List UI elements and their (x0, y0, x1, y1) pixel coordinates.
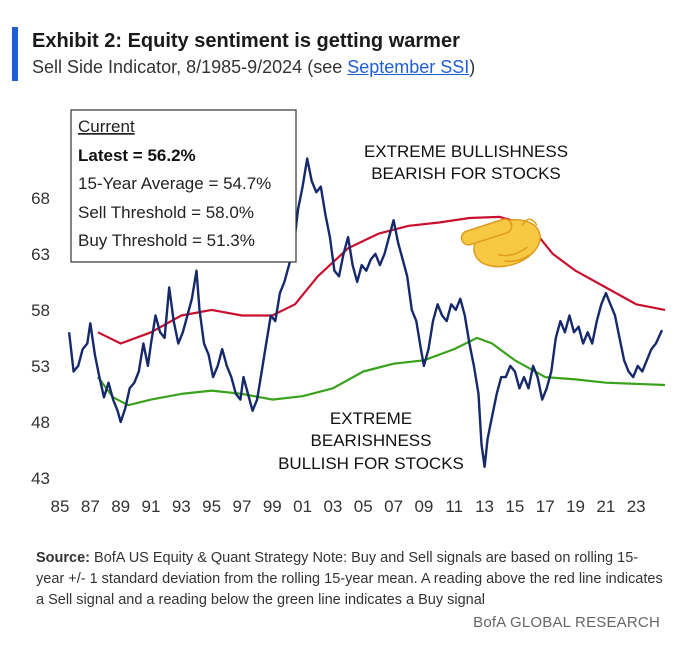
x-tick-label-23: 23 (627, 497, 646, 516)
legend-box-frame (70, 109, 297, 263)
current-legend-box: Current Latest = 56.2% 15-Year Average =… (70, 109, 297, 263)
pointing-hand-icon (460, 218, 541, 268)
y-tick-label-68: 68 (31, 189, 50, 208)
x-tick-label-99: 99 (263, 497, 282, 516)
y-axis-ticks: 43 48 53 58 63 68 (31, 189, 50, 488)
bearish-line-2: BEARISHNESS (311, 431, 432, 450)
x-tick-label-09: 09 (414, 497, 433, 516)
x-tick-label-19: 19 (566, 497, 585, 516)
bearish-line-3: BULLISH FOR STOCKS (278, 454, 464, 473)
source-label: Source: (36, 550, 90, 566)
x-tick-label-95: 95 (202, 497, 221, 516)
x-axis-ticks: 85 87 89 91 93 95 97 99 01 03 05 07 09 11 13 15 17 19 21 23 (51, 497, 646, 516)
y-tick-label-58: 58 (31, 301, 50, 320)
source-note: Source: BofA US Equity & Quant Strategy … (36, 548, 666, 611)
chart-title: Exhibit 2: Equity sentiment is getting w… (32, 30, 460, 52)
x-tick-label-13: 13 (475, 497, 494, 516)
source-text: BofA US Equity & Quant Strategy Note: Bu… (36, 550, 663, 608)
bearish-line-1: EXTREME (330, 409, 412, 428)
bullish-line-2: BEARISH FOR STOCKS (371, 164, 561, 183)
x-tick-label-93: 93 (172, 497, 191, 516)
title-accent-bar (12, 27, 18, 81)
bullish-annotation: EXTREME BULLISHNESS BEARISH FOR STOCKS (364, 142, 568, 183)
bullish-line-1: EXTREME BULLISHNESS (364, 142, 568, 161)
legend-sell-threshold: Sell Threshold = 58.0% (78, 203, 254, 222)
chart-subtitle: Sell Side Indicator, 8/1985-9/2024 (see … (32, 57, 475, 78)
y-tick-label-53: 53 (31, 357, 50, 376)
y-tick-label-63: 63 (31, 245, 50, 264)
x-tick-label-15: 15 (505, 497, 524, 516)
x-tick-label-03: 03 (323, 497, 342, 516)
x-tick-label-21: 21 (596, 497, 615, 516)
x-tick-label-07: 07 (384, 497, 403, 516)
y-tick-label-43: 43 (31, 469, 50, 488)
legend-buy-threshold: Buy Threshold = 51.3% (78, 231, 255, 250)
x-tick-label-97: 97 (232, 497, 251, 516)
legend-latest: Latest = 56.2% (78, 146, 196, 165)
x-tick-label-11: 11 (445, 497, 463, 516)
sell-threshold-line (97, 215, 666, 345)
subtitle-close: ) (469, 57, 476, 77)
x-tick-label-89: 89 (111, 497, 130, 516)
x-tick-label-01: 01 (293, 497, 312, 516)
footer-brand: BofA GLOBAL RESEARCH (473, 614, 660, 631)
x-tick-label-87: 87 (81, 497, 100, 516)
y-tick-label-48: 48 (31, 413, 50, 432)
x-tick-label-05: 05 (354, 497, 373, 516)
legend-heading: Current (78, 117, 135, 136)
bearish-annotation: EXTREME BEARISHNESS BULLISH FOR STOCKS (278, 409, 464, 473)
x-tick-label-17: 17 (536, 497, 555, 516)
september-ssi-link[interactable]: September SSI (347, 57, 470, 77)
x-tick-label-85: 85 (51, 497, 70, 516)
ssi-line-chart: 43 48 53 58 63 68 85 87 89 91 93 95 97 99 01 03 05 07 09 1… (31, 109, 666, 516)
series-layer (67, 157, 666, 468)
buy-threshold-line (97, 336, 666, 407)
legend-average: 15-Year Average = 54.7% (78, 174, 271, 193)
subtitle-text: Sell Side Indicator, 8/1985-9/2024 (see (32, 57, 348, 77)
ssi-line (67, 157, 664, 468)
x-tick-label-91: 91 (142, 497, 161, 516)
